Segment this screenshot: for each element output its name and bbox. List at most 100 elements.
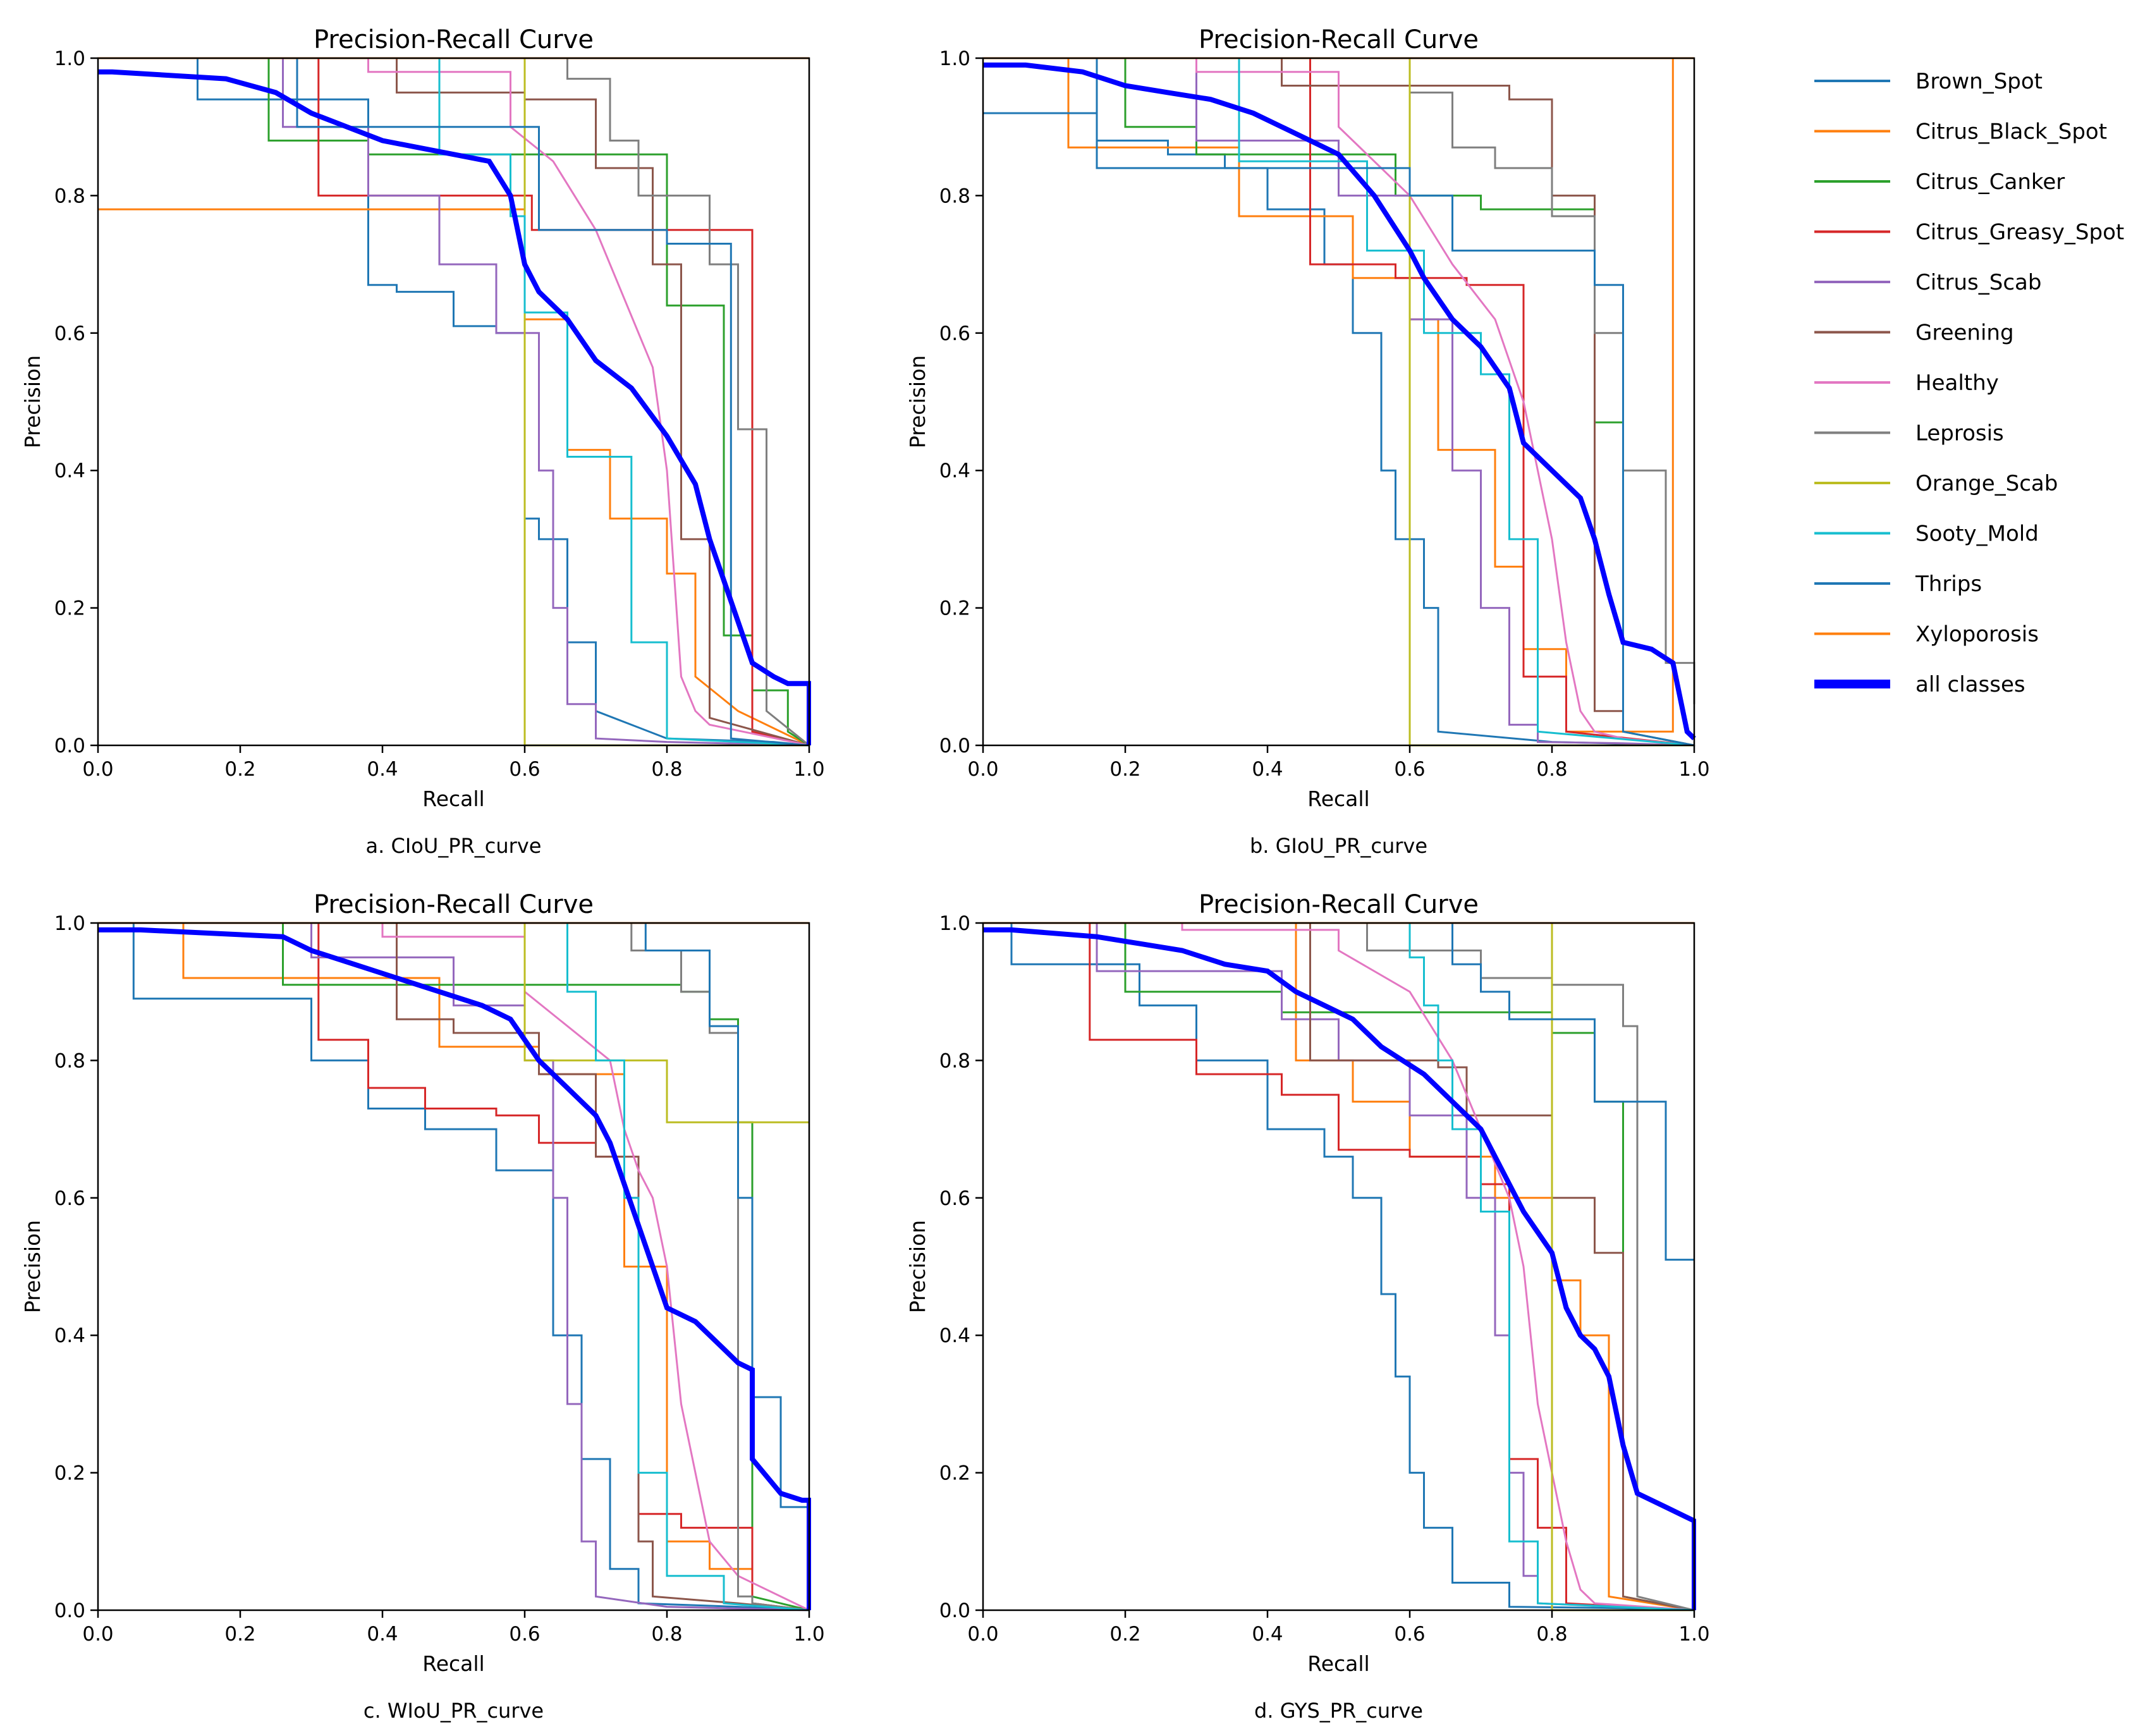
series-line-greening xyxy=(983,922,1695,1611)
x-tick-label: 0.2 xyxy=(224,1623,255,1646)
legend: Brown_Spot Citrus_Black_Spot Citrus_Canker… xyxy=(1814,69,2124,697)
y-axis-label: Precision xyxy=(905,355,930,448)
chart-panel-c: 0.0 0.2 0.4 0.6 0.8 1.0 0.0 0.2 0.4 0.6 0.8 1.0 Prec… xyxy=(20,890,825,1723)
x-tick-label: 0.4 xyxy=(367,1623,398,1646)
x-axis-label: Recall xyxy=(422,786,484,811)
axes-frame xyxy=(982,57,1695,747)
legend-label-greening: Greening xyxy=(1915,321,2014,346)
y-axis-label: Precision xyxy=(20,355,45,448)
series-line-leprosis xyxy=(98,57,810,747)
legend-label-healthy: Healthy xyxy=(1915,370,1999,396)
chart-panels: 0.0 0.2 0.4 0.6 0.8 1.0 0.0 0.2 0.4 0.6 0.8 1.0 Prec… xyxy=(20,25,1710,1723)
y-tick-label: 0.0 xyxy=(939,1599,970,1622)
y-tick-label: 0.2 xyxy=(939,597,970,620)
y-tick-label: 1.0 xyxy=(54,47,85,70)
panel-caption: a. CIoU_PR_curve xyxy=(366,834,542,858)
series-line-leprosis xyxy=(983,57,1695,704)
series-line-greening xyxy=(98,922,810,1611)
x-tick-label: 0.8 xyxy=(651,758,682,781)
chart-panel-a: 0.0 0.2 0.4 0.6 0.8 1.0 0.0 0.2 0.4 0.6 0.8 1.0 Prec… xyxy=(20,25,825,858)
series-line-all-classes xyxy=(983,927,1696,1610)
series-line-thrips xyxy=(983,112,1695,747)
y-tick-label: 1.0 xyxy=(54,912,85,935)
axes-frame xyxy=(982,922,1695,1611)
legend-label-citrus-greasy-spot: Citrus_Greasy_Spot xyxy=(1915,220,2124,245)
x-axis-label: Recall xyxy=(1307,786,1369,811)
legend-label-citrus-black-spot: Citrus_Black_Spot xyxy=(1915,119,2107,145)
legend-label-leprosis: Leprosis xyxy=(1915,421,2004,446)
series-line-brown-spot xyxy=(98,922,810,1611)
x-tick-label: 0.4 xyxy=(1252,1623,1283,1646)
chart-panel-b: 0.0 0.2 0.4 0.6 0.8 1.0 0.0 0.2 0.4 0.6 0.8 1.0 Prec… xyxy=(905,25,1710,858)
x-tick-label: 0.6 xyxy=(509,758,540,781)
y-tick-label: 0.6 xyxy=(939,322,970,345)
y-tick-label: 0.4 xyxy=(54,1324,85,1347)
chart-title: Precision-Recall Curve xyxy=(1199,890,1479,919)
legend-label-xyloporosis: Xyloporosis xyxy=(1915,622,2039,647)
x-tick-label: 0.2 xyxy=(224,758,255,781)
series-line-healthy xyxy=(98,57,810,747)
y-tick-label: 0.0 xyxy=(54,735,85,757)
x-tick-label: 0.2 xyxy=(1109,1623,1140,1646)
series-line-healthy xyxy=(983,57,1695,747)
series-line-healthy xyxy=(983,922,1695,1611)
chart-title: Precision-Recall Curve xyxy=(1199,25,1479,54)
x-tick-label: 0.4 xyxy=(367,758,398,781)
panel-caption: d. GYS_PR_curve xyxy=(1254,1699,1423,1723)
legend-label-sooty-mold: Sooty_Mold xyxy=(1915,522,2039,547)
series-line-sooty-mold xyxy=(983,922,1695,1611)
y-tick-label: 0.2 xyxy=(54,597,85,620)
axes-frame xyxy=(97,57,810,747)
x-axis-label: Recall xyxy=(422,1651,484,1676)
panel-caption: b. GIoU_PR_curve xyxy=(1250,834,1427,858)
series-line-citrus-greasy-spot xyxy=(983,922,1695,1611)
series-lines xyxy=(98,922,811,1611)
y-axis-label: Precision xyxy=(20,1220,45,1313)
y-tick-label: 0.4 xyxy=(939,1324,970,1347)
legend-label-brown-spot: Brown_Spot xyxy=(1915,69,2043,94)
y-tick-label: 0.0 xyxy=(54,1599,85,1622)
x-tick-label: 0.0 xyxy=(967,758,998,781)
y-tick-label: 0.6 xyxy=(54,322,85,345)
axes-frame xyxy=(97,922,810,1611)
legend-label-citrus-canker: Citrus_Canker xyxy=(1915,169,2065,195)
x-tick-label: 1.0 xyxy=(1678,1623,1709,1646)
x-tick-label: 1.0 xyxy=(793,758,824,781)
series-line-all-classes xyxy=(98,69,811,745)
x-tick-label: 1.0 xyxy=(1678,758,1709,781)
x-tick-label: 0.6 xyxy=(509,1623,540,1646)
series-line-citrus-scab xyxy=(98,922,810,1611)
y-tick-label: 0.8 xyxy=(939,1049,970,1072)
y-tick-label: 0.2 xyxy=(54,1462,85,1485)
x-tick-label: 1.0 xyxy=(793,1623,824,1646)
y-tick-label: 0.6 xyxy=(54,1187,85,1210)
series-line-healthy xyxy=(98,922,810,1611)
x-tick-label: 0.6 xyxy=(1394,758,1425,781)
x-tick-label: 0.2 xyxy=(1109,758,1140,781)
series-line-citrus-scab xyxy=(983,922,1695,1611)
series-line-citrus-greasy-spot xyxy=(98,57,810,747)
y-tick-label: 0.0 xyxy=(939,735,970,757)
series-line-brown-spot xyxy=(983,922,1695,1611)
x-tick-label: 0.0 xyxy=(82,1623,113,1646)
x-tick-label: 0.0 xyxy=(967,1623,998,1646)
series-line-all-classes xyxy=(98,927,811,1610)
y-tick-label: 0.8 xyxy=(939,185,970,207)
y-tick-label: 0.8 xyxy=(54,185,85,207)
legend-label-orange-scab: Orange_Scab xyxy=(1915,471,2058,496)
x-tick-label: 0.8 xyxy=(1536,1623,1567,1646)
chart-panel-d: 0.0 0.2 0.4 0.6 0.8 1.0 0.0 0.2 0.4 0.6 0.8 1.0 Prec… xyxy=(905,890,1710,1723)
y-tick-label: 0.4 xyxy=(939,460,970,482)
chart-title: Precision-Recall Curve xyxy=(314,25,594,54)
chart-title: Precision-Recall Curve xyxy=(314,890,594,919)
legend-label-citrus-scab: Citrus_Scab xyxy=(1915,270,2041,295)
x-axis-label: Recall xyxy=(1307,1651,1369,1676)
y-tick-label: 0.8 xyxy=(54,1049,85,1072)
x-tick-label: 0.6 xyxy=(1394,1623,1425,1646)
series-line-sooty-mold xyxy=(983,57,1695,747)
series-line-all-classes xyxy=(983,62,1696,740)
series-line-thrips xyxy=(98,922,809,1508)
y-tick-label: 0.2 xyxy=(939,1462,970,1485)
